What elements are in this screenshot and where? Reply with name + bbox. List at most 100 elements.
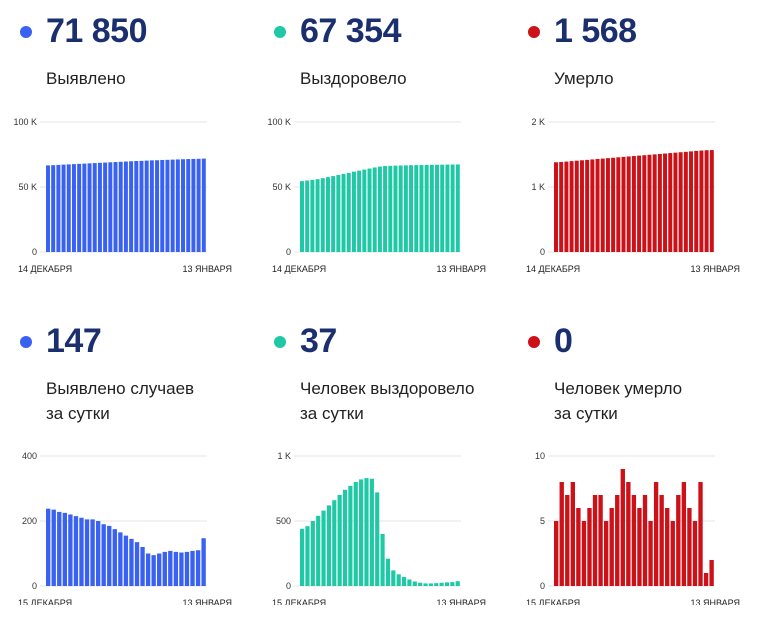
bar (692, 521, 698, 586)
bar (179, 552, 184, 586)
bar (581, 521, 587, 586)
bar (665, 508, 670, 586)
bar (398, 165, 403, 252)
bar (325, 177, 330, 252)
stat-value: 1 568 (554, 12, 637, 50)
bar (653, 482, 659, 586)
bar (101, 524, 106, 586)
bar (165, 159, 170, 252)
panel-detected-total: 71 850 Выявлено 0 50 K 100 K 14 ДЕКАБРЯ 13 ЯНВ… (0, 0, 250, 310)
bar (564, 161, 569, 252)
bar (190, 550, 195, 586)
bar (434, 583, 439, 586)
bar (647, 154, 652, 252)
bar (615, 495, 620, 586)
bar (123, 535, 129, 587)
bar (424, 164, 429, 252)
bar (385, 558, 391, 586)
status-dot-icon (528, 26, 540, 38)
bar (73, 516, 79, 587)
stat-value: 71 850 (46, 12, 148, 50)
stat-label-line2: за сутки (300, 404, 364, 423)
y-tick-label: 500 (276, 516, 291, 526)
bar (396, 574, 401, 586)
bar (300, 181, 304, 252)
bar (435, 164, 440, 252)
bar (175, 159, 180, 252)
bar (704, 150, 709, 252)
bar (687, 508, 692, 586)
bar (195, 550, 201, 586)
y-tick-label: 10 (535, 451, 545, 461)
bar (642, 495, 648, 586)
y-tick-label: 0 (32, 247, 37, 257)
bar (694, 150, 699, 252)
bar (611, 157, 616, 252)
bar (321, 510, 326, 586)
bar (95, 521, 101, 586)
bar (300, 528, 305, 586)
bar (592, 495, 598, 586)
bar (709, 150, 714, 252)
bar (191, 158, 196, 252)
y-tick-label: 0 (286, 247, 291, 257)
bar (559, 161, 564, 252)
bar (445, 164, 450, 252)
bar (409, 165, 414, 252)
bar (103, 162, 108, 252)
bar (151, 555, 156, 587)
bar (403, 165, 408, 252)
bar (162, 551, 167, 587)
x-end-label: 13 ЯНВАРЯ (182, 264, 232, 274)
bar (51, 509, 56, 587)
y-tick-label: 200 (22, 516, 37, 526)
bar (181, 159, 186, 252)
bar (315, 179, 320, 252)
bar (139, 160, 144, 252)
bar (168, 550, 173, 586)
bar (107, 525, 112, 587)
bar (565, 495, 570, 586)
bar (383, 166, 388, 252)
bar (170, 159, 175, 252)
bar (683, 151, 688, 252)
bar (605, 158, 610, 252)
bar (46, 508, 51, 586)
bar (444, 582, 450, 586)
bar (423, 583, 428, 586)
bar (129, 161, 134, 252)
bar (196, 158, 201, 252)
bar (341, 174, 346, 252)
stat-label: Выявлено случаев за сутки (46, 376, 246, 426)
bar (118, 532, 123, 587)
bar (71, 164, 76, 252)
bar (637, 508, 642, 586)
stat-label: Человек выздоровело за сутки (300, 376, 500, 426)
bar (184, 551, 190, 587)
y-tick-label: 0 (540, 581, 545, 591)
bar (590, 159, 595, 252)
bar (418, 582, 423, 586)
bar (620, 469, 625, 586)
stat-label: Человек умерло за сутки (554, 376, 754, 426)
bar (676, 495, 681, 586)
bar (698, 482, 703, 586)
bar-chart: 0 500 1 K 15 ДЕКАБРЯ 13 ЯНВАРЯ (272, 451, 486, 605)
bar (429, 164, 434, 252)
bar (681, 482, 687, 586)
bar (574, 160, 579, 252)
bar (145, 553, 151, 586)
status-dot-icon (274, 26, 286, 38)
bar (134, 161, 139, 252)
panel-detected-daily: 147 Выявлено случаев за сутки 0 200 400 15 ДЕК… (0, 310, 250, 620)
bar (336, 175, 341, 252)
bar (201, 158, 206, 252)
stat-value: 0 (554, 322, 573, 360)
bar (316, 515, 321, 586)
bar (134, 542, 140, 587)
stat-label-line1: Человек выздоровело (300, 379, 475, 398)
bar (657, 153, 662, 252)
bar (66, 164, 71, 252)
x-start-label: 15 ДЕКАБРЯ (18, 598, 72, 605)
bar (129, 538, 134, 587)
